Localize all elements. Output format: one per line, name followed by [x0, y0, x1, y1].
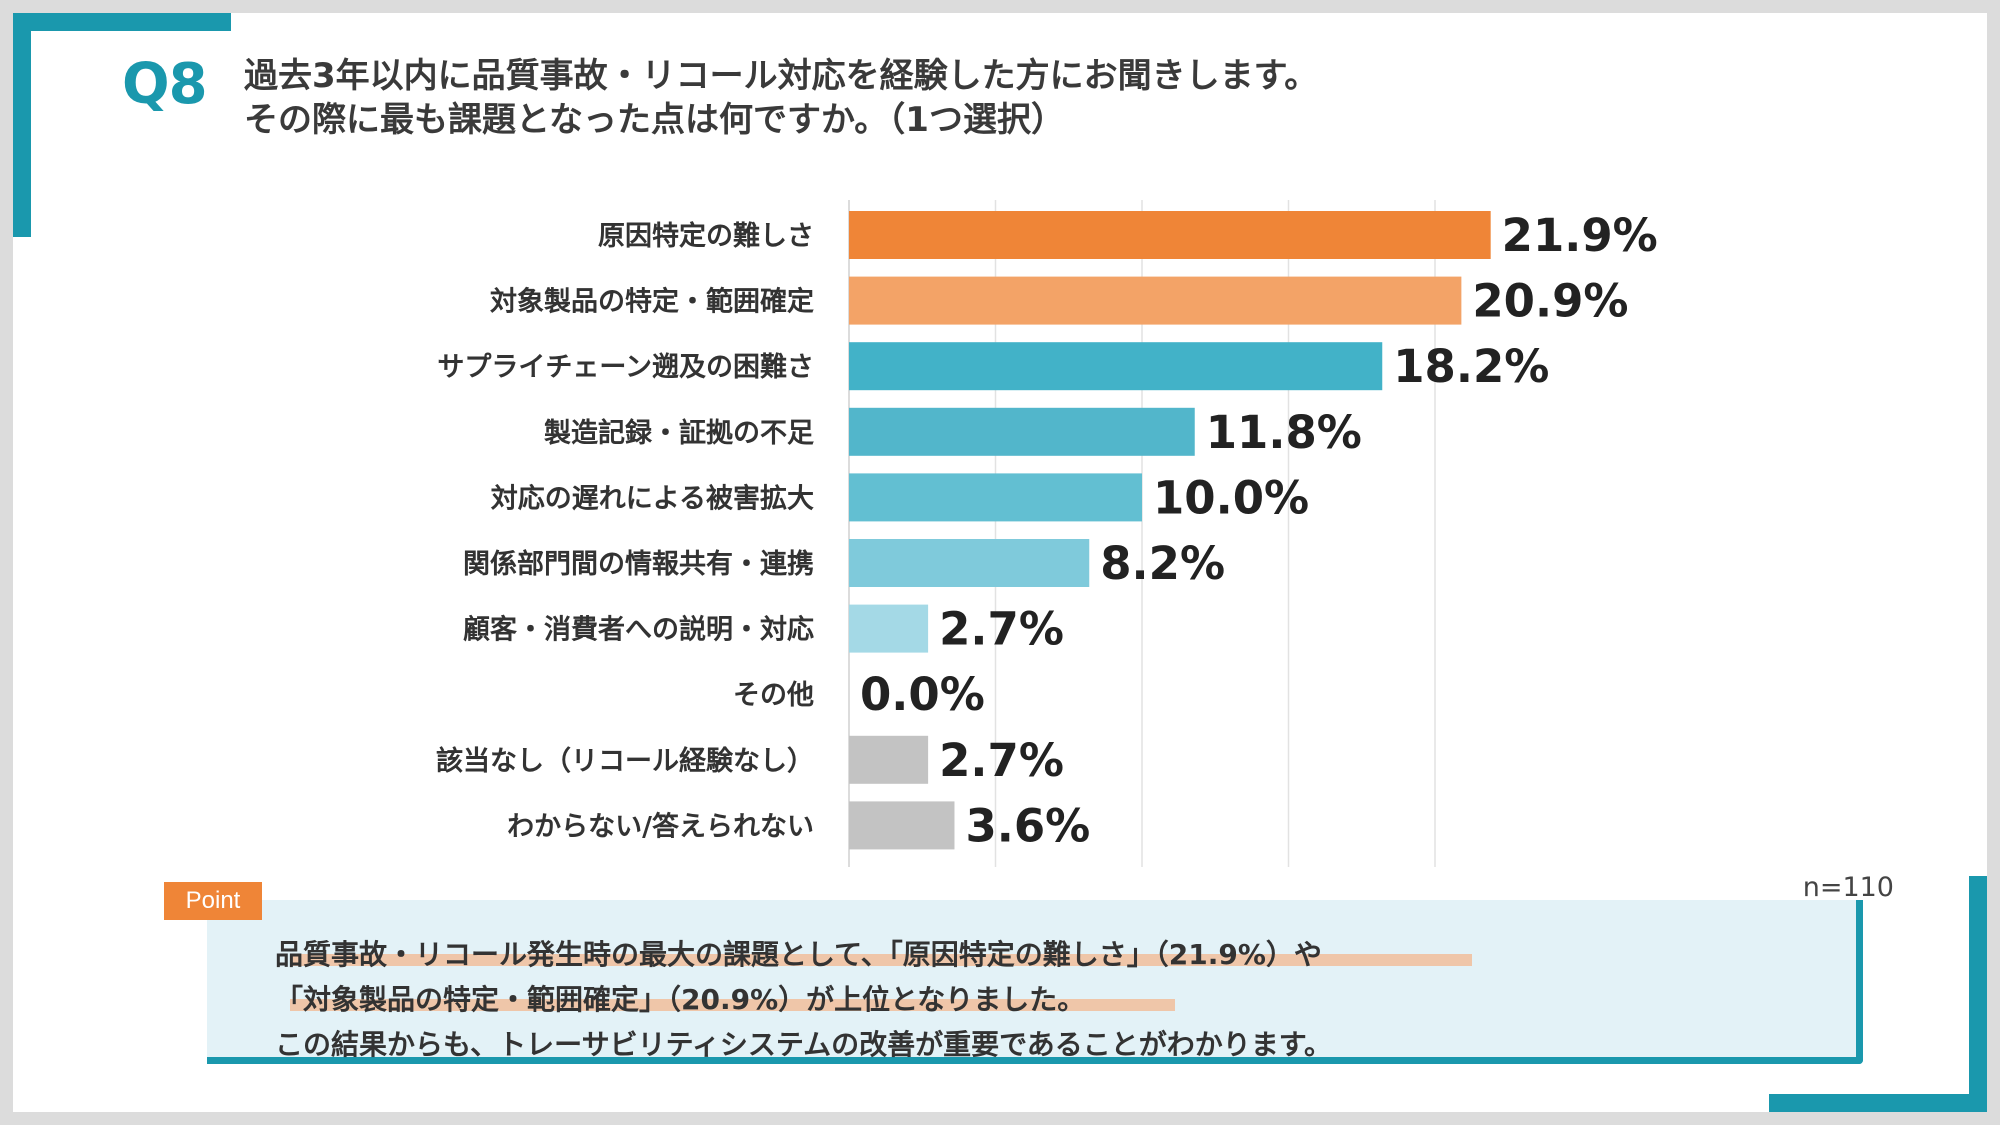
category-label: 対応の遅れによる被害拡大 [491, 482, 814, 514]
value-label: 20.9% [1472, 275, 1628, 328]
question-line-2: その際に最も課題となった点は何ですか。（1つ選択） [244, 100, 1065, 140]
category-label: 原因特定の難しさ [598, 220, 814, 252]
value-label: 2.7% [939, 734, 1064, 787]
bar [849, 539, 1090, 587]
category-label: わからない/答えられない [507, 810, 814, 842]
value-label: 18.2% [1393, 340, 1549, 393]
value-label: 2.7% [939, 603, 1064, 656]
category-label: サプライチェーン遡及の困難さ [437, 352, 814, 383]
question-line-1: 過去3年以内に品質事故・リコール対応を経験した方にお聞きします。 [244, 56, 1319, 96]
question-number: Q8 [122, 52, 208, 117]
accent-bar-top [13, 13, 231, 31]
bar [849, 801, 955, 850]
point-line-3: この結果からも、トレーサビリティシステムの改善が重要であることがわかります。 [275, 1028, 1333, 1061]
sample-size: n=110 [1802, 872, 1894, 903]
question-text: 過去3年以内に品質事故・リコール対応を経験した方にお聞きします。 その際に最も課… [244, 54, 1744, 142]
value-label: 11.8% [1206, 406, 1362, 459]
value-label: 3.6% [965, 799, 1090, 852]
value-label: 8.2% [1100, 537, 1225, 590]
value-label: 0.0% [860, 668, 985, 721]
bar [849, 276, 1462, 325]
bar [849, 604, 929, 653]
accent-bar-right [1969, 876, 1987, 1112]
value-label: 10.0% [1153, 471, 1309, 524]
category-label: 関係部門間の情報共有・連携 [463, 548, 814, 580]
bar [849, 211, 1491, 259]
point-box [207, 900, 1863, 1064]
bar [849, 473, 1142, 522]
highlight-line-2 [290, 999, 1175, 1011]
category-label: 対象製品の特定・範囲確定 [490, 286, 814, 318]
value-label: 21.9% [1502, 209, 1658, 262]
category-label: 顧客・消費者への説明・対応 [463, 614, 814, 646]
accent-bar-bottom [1769, 1094, 1987, 1112]
category-label: 該当なし（リコール経験なし） [436, 745, 814, 777]
point-line-1: 品質事故・リコール発生時の最大の課題として、「原因特定の難しさ」（21.9%）や [275, 938, 1322, 971]
point-tag: Point [164, 882, 262, 920]
bar [849, 735, 929, 784]
accent-bar-left [13, 13, 31, 237]
category-label: 製造記録・証拠の不足 [544, 417, 814, 449]
bar [849, 407, 1195, 456]
category-label: その他 [733, 680, 814, 711]
highlight-line-1 [290, 954, 1472, 966]
point-line-2: 「対象製品の特定・範囲確定」（20.9%）が上位となりました。 [275, 983, 1086, 1016]
bar [849, 342, 1383, 391]
